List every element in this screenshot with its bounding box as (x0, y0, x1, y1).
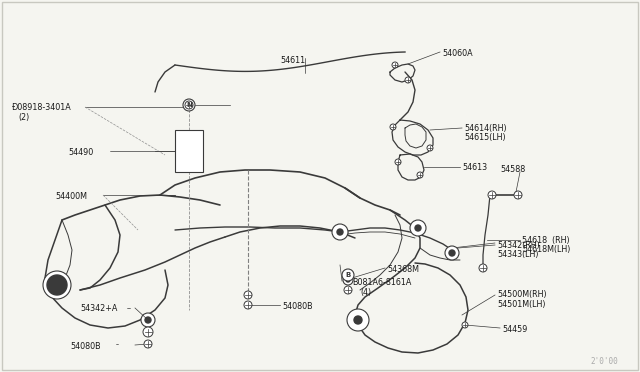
Circle shape (143, 327, 153, 337)
Text: 54368M: 54368M (387, 265, 419, 274)
Circle shape (47, 275, 67, 295)
Circle shape (395, 159, 401, 165)
Text: 54342(RH): 54342(RH) (497, 241, 540, 250)
Circle shape (445, 246, 459, 260)
Circle shape (337, 229, 343, 235)
Circle shape (347, 309, 369, 331)
Circle shape (417, 172, 423, 178)
Circle shape (332, 224, 348, 240)
Circle shape (344, 286, 352, 294)
Text: 54500M(RH): 54500M(RH) (497, 290, 547, 299)
Circle shape (144, 340, 152, 348)
Text: N: N (186, 102, 192, 108)
Circle shape (415, 225, 421, 231)
Text: 54618M(LH): 54618M(LH) (522, 245, 570, 254)
Text: 54342+A: 54342+A (80, 304, 117, 313)
Text: B: B (346, 272, 351, 278)
Circle shape (427, 145, 433, 151)
Circle shape (244, 291, 252, 299)
Text: 2'0'00: 2'0'00 (590, 357, 618, 366)
Text: 54080B: 54080B (282, 302, 312, 311)
Circle shape (47, 275, 67, 295)
Text: 54614(RH): 54614(RH) (464, 124, 507, 133)
Text: 54343(LH): 54343(LH) (497, 250, 538, 259)
Text: 54400M: 54400M (55, 192, 87, 201)
Circle shape (354, 316, 362, 324)
Circle shape (479, 264, 487, 272)
Circle shape (514, 191, 522, 199)
Text: 54588: 54588 (500, 165, 525, 174)
Text: 54080B: 54080B (70, 342, 100, 351)
Circle shape (343, 275, 353, 285)
Circle shape (410, 220, 426, 236)
Text: (2): (2) (18, 113, 29, 122)
Text: Ð08918-3401A: Ð08918-3401A (12, 103, 72, 112)
Text: 54618  (RH): 54618 (RH) (522, 236, 570, 245)
Circle shape (244, 301, 252, 309)
Circle shape (342, 269, 354, 281)
Circle shape (53, 281, 61, 289)
Circle shape (488, 191, 496, 199)
Text: (4): (4) (360, 288, 371, 297)
Circle shape (141, 313, 155, 327)
Circle shape (145, 317, 151, 323)
Text: 54611: 54611 (280, 56, 305, 65)
Text: 54490: 54490 (68, 148, 93, 157)
Text: 54501M(LH): 54501M(LH) (497, 300, 545, 309)
Circle shape (462, 322, 468, 328)
Text: 54615(LH): 54615(LH) (464, 133, 506, 142)
Circle shape (405, 77, 411, 83)
Text: 54613: 54613 (462, 163, 487, 172)
Circle shape (183, 99, 195, 111)
Circle shape (392, 62, 398, 68)
Circle shape (390, 124, 396, 130)
Circle shape (185, 101, 193, 109)
Text: 54459: 54459 (502, 325, 527, 334)
Circle shape (449, 250, 455, 256)
Circle shape (346, 278, 350, 282)
Bar (175, 130, 203, 172)
Circle shape (43, 271, 71, 299)
Text: 54060A: 54060A (442, 49, 472, 58)
Text: B081A6-8161A: B081A6-8161A (352, 278, 412, 287)
